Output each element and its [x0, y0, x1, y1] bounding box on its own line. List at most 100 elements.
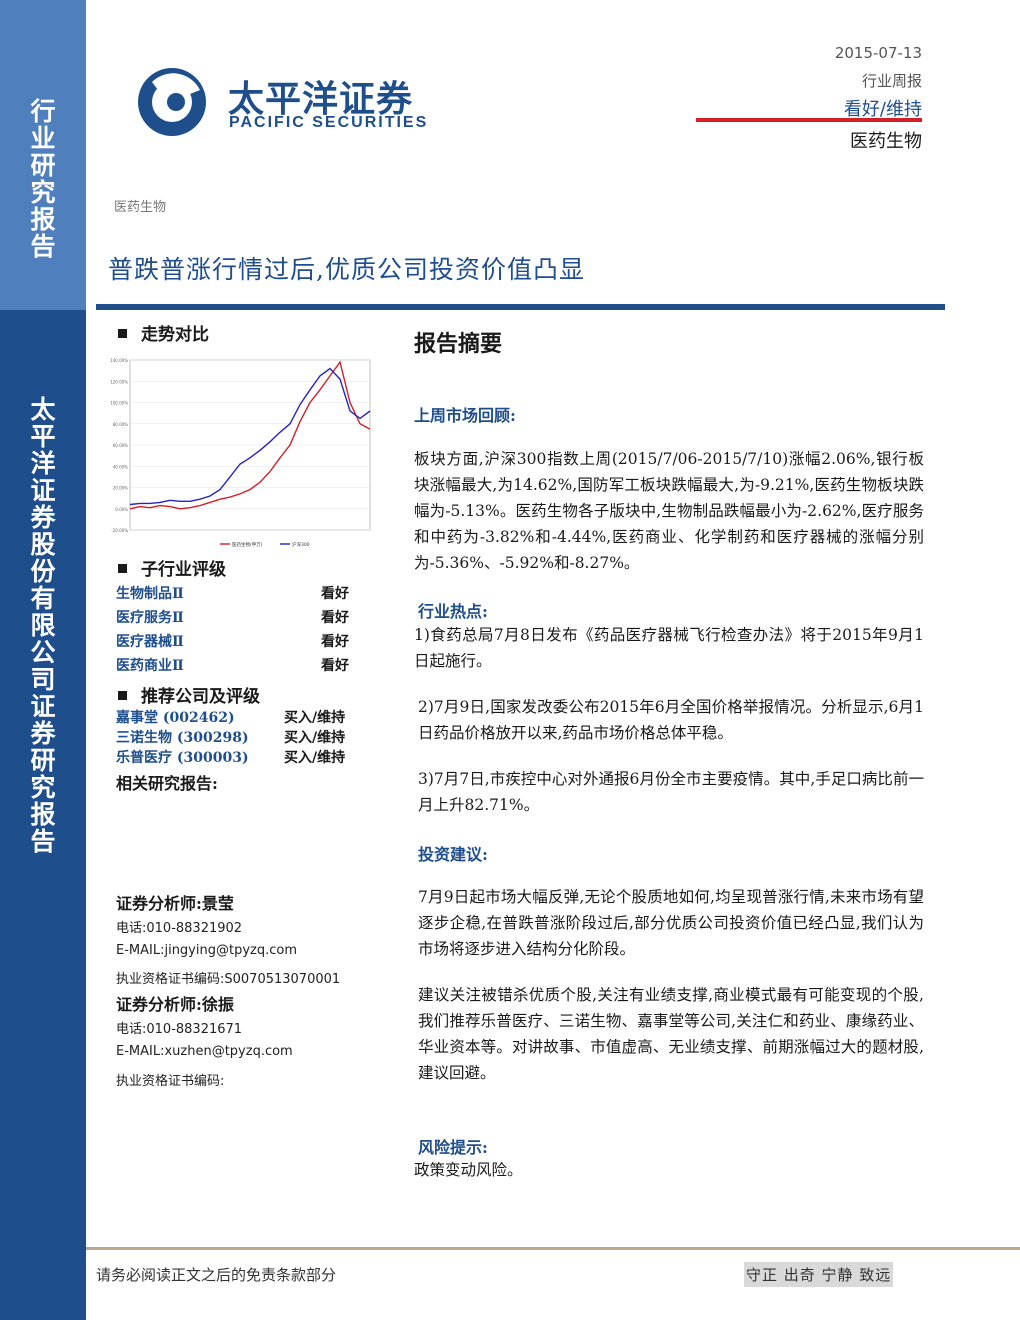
chart-legend-label: 沪深300 [292, 541, 310, 548]
chart-y-tick-label: 20.00% [113, 486, 128, 491]
sub-industry-name: 医疗服务Ⅱ [116, 610, 184, 626]
sub-industry-heading: 子行业评级 [118, 555, 226, 580]
sub-industry-rating: 看好 [321, 610, 349, 626]
hot-topic-1: 1)食药总局7月8日发布《药品医疗器械飞行检查办法》将于2015年9月1日起施行… [414, 626, 924, 670]
sidebar-company-char: 券 [30, 719, 56, 748]
sidebar-report-type-char: 行 [30, 97, 56, 126]
square-bullet-icon [118, 329, 127, 338]
trend-comparison-chart: -20.00% 0.00% 20.00% 40.00% 60.00% 80.00% 100.… [110, 358, 371, 548]
square-bullet-icon [118, 691, 127, 700]
chart-y-tick-label: -20.00% [111, 528, 128, 533]
sidebar-company-char: 太 [30, 395, 56, 424]
analyst-1-license: 执业资格证书编码:S0070513070001 [116, 972, 341, 987]
hot-topic-2: 2)7月9日,国家发改委公布2015年6月全国价格举报情况。分析显示,6月1日药… [418, 698, 924, 742]
header-red-divider [696, 118, 922, 122]
pacific-securities-logo-icon [116, 35, 206, 163]
sidebar-report-type-char: 业 [30, 124, 56, 153]
analyst-1-phone: 电话:010-88321902 [116, 921, 243, 936]
sidebar-label-report-type: 行业研究报告 [0, 98, 86, 260]
industry-name: 医药生物 [850, 131, 922, 152]
company-rating: 买入/维持 [284, 710, 346, 726]
company-row: 嘉事堂 (002462) 买入/维持 [116, 707, 356, 727]
sub-industry-rating: 看好 [321, 658, 349, 674]
sub-industry-name: 医药商业Ⅱ [116, 658, 184, 674]
analyst-1-title: 证券分析师:景莹 [116, 894, 234, 913]
disclaimer-note: 请务必阅读正文之后的免责条款部分 [96, 1266, 337, 1284]
company-row: 三诺生物 (300298) 买入/维持 [116, 727, 356, 747]
report-date: 2015-07-13 [834, 44, 922, 62]
chart-series-line-2 [129, 367, 371, 506]
title-divider [96, 304, 945, 310]
chart-y-tick-label: 0.00% [115, 507, 128, 512]
sidebar-company-char: 究 [30, 773, 56, 802]
abstract-heading: 报告摘要 [414, 331, 503, 357]
company-name: 乐普医疗 (300003) [116, 750, 249, 766]
analyst-2-title: 证券分析师:徐振 [116, 995, 234, 1014]
chart-y-tick-label: 140.00% [110, 358, 128, 363]
related-reports-heading: 相关研究报告: [116, 774, 218, 793]
sub-industry-row: 生物制品Ⅱ 看好 [116, 583, 356, 603]
sidebar-company-char: 限 [30, 611, 56, 640]
report-title: 普跌普涨行情过后,优质公司投资价值凸显 [108, 255, 585, 284]
company-motto: 守正 出奇 宁静 致远 [744, 1262, 894, 1287]
trend-heading-text: 走势对比 [141, 325, 209, 345]
sidebar-report-type-char: 告 [30, 232, 56, 261]
sidebar-company-char: 告 [30, 827, 56, 856]
sidebar-report-type-char: 报 [30, 205, 56, 234]
sub-industry-rating: 看好 [321, 634, 349, 650]
chart-y-tick-label: 80.00% [113, 422, 128, 427]
company-row: 乐普医疗 (300003) 买入/维持 [116, 747, 356, 767]
review-heading: 上周市场回顾: [414, 406, 516, 425]
sidebar-company-char: 研 [30, 746, 56, 775]
sidebar-company-char: 券 [30, 503, 56, 532]
chart-series-line-1 [129, 360, 371, 510]
sidebar-company-char: 证 [30, 692, 56, 721]
sub-industry-row: 医药商业Ⅱ 看好 [116, 655, 356, 675]
analyst-2-license: 执业资格证书编码: [116, 1074, 225, 1089]
chart-legend-label: 医药生物(申万) [232, 541, 263, 548]
risk-text: 政策变动风险。 [414, 1161, 523, 1179]
sidebar-company-char: 有 [30, 584, 56, 613]
footer-divider [86, 1247, 1020, 1250]
sidebar-report-type-char: 研 [30, 151, 56, 180]
sidebar-company-char: 平 [30, 422, 56, 451]
left-sidebar: 行业研究报告 太平洋证券股份有限公司证券研究报告 [0, 0, 86, 1320]
sidebar-company-char: 公 [30, 638, 56, 667]
company-name: 嘉事堂 (002462) [116, 710, 235, 726]
company-rating: 买入/维持 [284, 730, 346, 746]
advice-paragraph-1: 7月9日起市场大幅反弹,无论个股质地如何,均呈现普涨行情,未来市场有望逐步企稳,… [418, 888, 924, 958]
sidebar-report-type-char: 究 [30, 178, 56, 207]
hot-topics-heading: 行业热点: [418, 602, 488, 621]
analyst-2-email: E-MAIL:xuzhen@tpyzq.com [116, 1044, 293, 1059]
sidebar-company-char: 司 [30, 665, 56, 694]
sub-industry-row: 医疗器械Ⅱ 看好 [116, 631, 356, 651]
advice-paragraph-2: 建议关注被错杀优质个股,关注有业绩支撑,商业模式最有可能变现的个股,我们推荐乐普… [418, 986, 924, 1082]
sidebar-company-char: 份 [30, 557, 56, 586]
analyst-1-email: E-MAIL:jingying@tpyzq.com [116, 943, 297, 958]
sidebar-label-company: 太平洋证券股份有限公司证券研究报告 [0, 396, 86, 855]
category-label: 医药生物 [114, 200, 167, 215]
sidebar-company-char: 报 [30, 800, 56, 829]
sub-industry-name: 医疗器械Ⅱ [116, 634, 184, 650]
chart-y-tick-label: 40.00% [113, 464, 128, 469]
company-rating: 买入/维持 [284, 750, 346, 766]
risk-heading: 风险提示: [418, 1138, 488, 1157]
trend-heading: 走势对比 [118, 320, 209, 345]
sidebar-company-char: 洋 [30, 449, 56, 478]
analyst-2-phone: 电话:010-88321671 [116, 1022, 243, 1037]
logo-english-name: PACIFIC SECURITIES [229, 114, 429, 131]
sub-industry-name: 生物制品Ⅱ [116, 586, 184, 602]
company-name: 三诺生物 (300298) [116, 730, 249, 746]
companies-heading-text: 推荐公司及评级 [141, 687, 260, 707]
logo-chinese-name: 太平洋证券 [228, 79, 414, 120]
chart-y-tick-label: 100.00% [110, 401, 128, 406]
sub-industry-row: 医疗服务Ⅱ 看好 [116, 607, 356, 627]
sidebar-company-char: 证 [30, 476, 56, 505]
sub-industry-rating: 看好 [321, 586, 349, 602]
sidebar-company-char: 股 [30, 530, 56, 559]
review-paragraph: 板块方面,沪深300指数上周(2015/7/06-2015/7/10)涨幅2.0… [414, 450, 924, 572]
square-bullet-icon [118, 564, 127, 573]
industry-rating: 看好/维持 [843, 99, 922, 120]
chart-y-tick-label: 120.00% [110, 379, 128, 384]
sidebar-top-block [0, 0, 86, 310]
